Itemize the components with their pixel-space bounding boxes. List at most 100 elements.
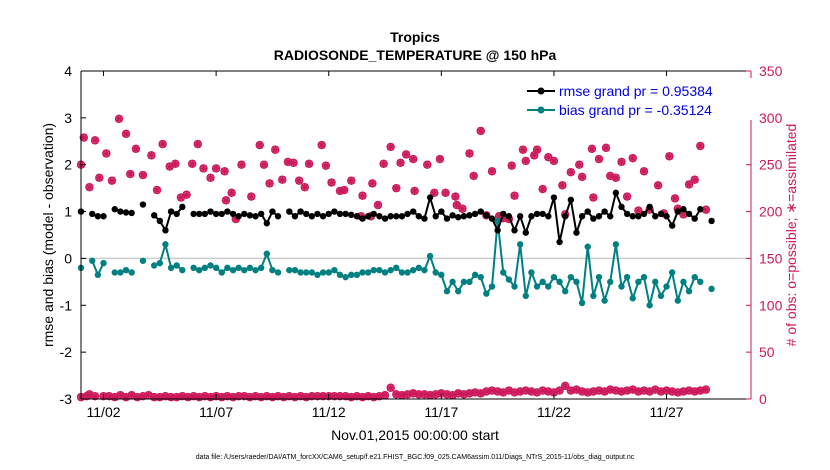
rmse-point xyxy=(224,208,231,215)
obs-assimilated-marker xyxy=(95,173,104,182)
bias-point xyxy=(409,266,417,274)
bias-point xyxy=(494,217,501,225)
obs-assimilated-marker xyxy=(212,164,221,173)
x-tick-label: 11/27 xyxy=(650,404,684,420)
rmse-point xyxy=(697,206,704,213)
rmse-point xyxy=(308,213,316,220)
rmse-point xyxy=(325,210,332,218)
bias-point xyxy=(286,266,293,274)
rmse-point xyxy=(387,213,394,220)
bias-point xyxy=(629,295,636,302)
rmse-point xyxy=(578,213,586,220)
bias-point xyxy=(618,283,625,290)
obs-assimilated-marker xyxy=(91,136,100,145)
axes: -3 -2 -1 0 1 2 3 4 0 50 100 150 200 250 300 350 11/02 11/… xyxy=(60,63,783,420)
bias-point xyxy=(584,243,591,250)
rmse-point xyxy=(494,227,501,234)
obs-assimilated-marker xyxy=(465,149,474,158)
bias-point xyxy=(668,269,676,276)
rmse-point xyxy=(229,210,237,218)
bias-point xyxy=(263,250,270,257)
obs-assimilated-marker xyxy=(386,383,395,392)
bias-point xyxy=(607,278,614,286)
x-tick-label: 11/07 xyxy=(199,404,233,420)
bias-point xyxy=(691,273,698,281)
obs-assimilated-marker xyxy=(206,173,215,182)
obs-assimilated-marker xyxy=(271,145,280,154)
obs-assimilated-marker xyxy=(188,159,197,168)
bias-point xyxy=(241,266,248,274)
bias-point xyxy=(640,273,648,281)
rmse-point xyxy=(94,213,102,220)
rmse-point xyxy=(500,210,507,218)
x-tick-label: 11/22 xyxy=(537,404,571,420)
rmse-point xyxy=(477,208,484,215)
obs-assimilated-marker xyxy=(131,144,140,153)
bias-point xyxy=(500,269,507,276)
rmse-point xyxy=(167,208,175,215)
rmse-point xyxy=(556,238,563,246)
obs-assimilated-marker xyxy=(116,391,125,400)
y-tick-right-label: 300 xyxy=(759,110,783,126)
rmse-point xyxy=(286,208,293,215)
rmse-point xyxy=(595,213,603,220)
y-tick-left-label: 4 xyxy=(64,63,72,79)
legend-rmse-label: rmse grand pr = 0.95384 xyxy=(559,83,713,99)
rmse-point xyxy=(466,212,473,219)
obs-assimilated-marker xyxy=(566,168,575,177)
bias-point xyxy=(685,288,693,295)
rmse-point xyxy=(691,215,698,222)
bias-point xyxy=(483,290,490,297)
obs-assimilated-marker xyxy=(628,154,637,163)
rmse-point xyxy=(573,229,580,236)
rmse-point xyxy=(426,194,434,201)
obs-assimilated-marker xyxy=(410,186,419,195)
obs-assimilated-marker xyxy=(469,171,478,180)
obs-assimilated-marker xyxy=(538,185,547,194)
rmse-point xyxy=(393,213,400,220)
obs-assimilated-marker xyxy=(138,171,147,180)
obs-assimilated-marker xyxy=(158,140,167,149)
rmse-point xyxy=(545,213,552,220)
rmse-point xyxy=(331,208,338,215)
rmse-point xyxy=(269,208,276,215)
bias-point xyxy=(376,266,383,274)
bias-point xyxy=(196,266,203,274)
bias-point xyxy=(567,273,575,281)
rmse-point xyxy=(376,213,383,220)
rmse-point xyxy=(562,213,569,220)
obs-assimilated-marker xyxy=(317,141,326,150)
y-axis-label-right: # of obs: o=possible; ∗=assimilated xyxy=(783,124,799,347)
y-tick-left-label: 1 xyxy=(64,204,72,220)
obs-assimilated-marker xyxy=(255,141,264,150)
bias-point xyxy=(291,266,299,274)
bias-point xyxy=(128,269,135,276)
rmse-point xyxy=(179,203,186,211)
bias-point xyxy=(364,269,372,276)
bias-point xyxy=(573,278,580,286)
y-tick-left-label: 0 xyxy=(64,250,72,266)
obs-assimilated-marker xyxy=(617,157,626,166)
obs-assimilated-marker xyxy=(521,156,530,165)
obs-assimilated-marker xyxy=(533,145,542,154)
rmse-point xyxy=(252,213,259,220)
rmse-point xyxy=(685,210,693,218)
bias-point xyxy=(466,278,473,286)
obs-assimilated-marker xyxy=(685,180,694,189)
bias-point xyxy=(708,285,715,293)
y-tick-right-label: 150 xyxy=(759,250,783,266)
obs-assimilated-marker xyxy=(386,142,395,151)
rmse-point xyxy=(359,215,366,222)
obs-assimilated-marker xyxy=(589,193,598,202)
obs-assimilated-marker xyxy=(476,126,485,135)
rmse-point xyxy=(455,213,462,221)
legend-bias-marker xyxy=(537,106,545,114)
bias-point xyxy=(269,266,276,274)
data-file-footnote: data file: /Users/raeder/DAI/ATM_forcXX/… xyxy=(196,454,635,461)
rmse-point xyxy=(398,213,406,220)
bias-point xyxy=(387,266,394,274)
obs-assimilated-marker xyxy=(409,389,418,398)
rmse-point xyxy=(432,213,439,220)
rmse-point xyxy=(511,227,518,234)
obs-assimilated-marker xyxy=(265,179,274,188)
